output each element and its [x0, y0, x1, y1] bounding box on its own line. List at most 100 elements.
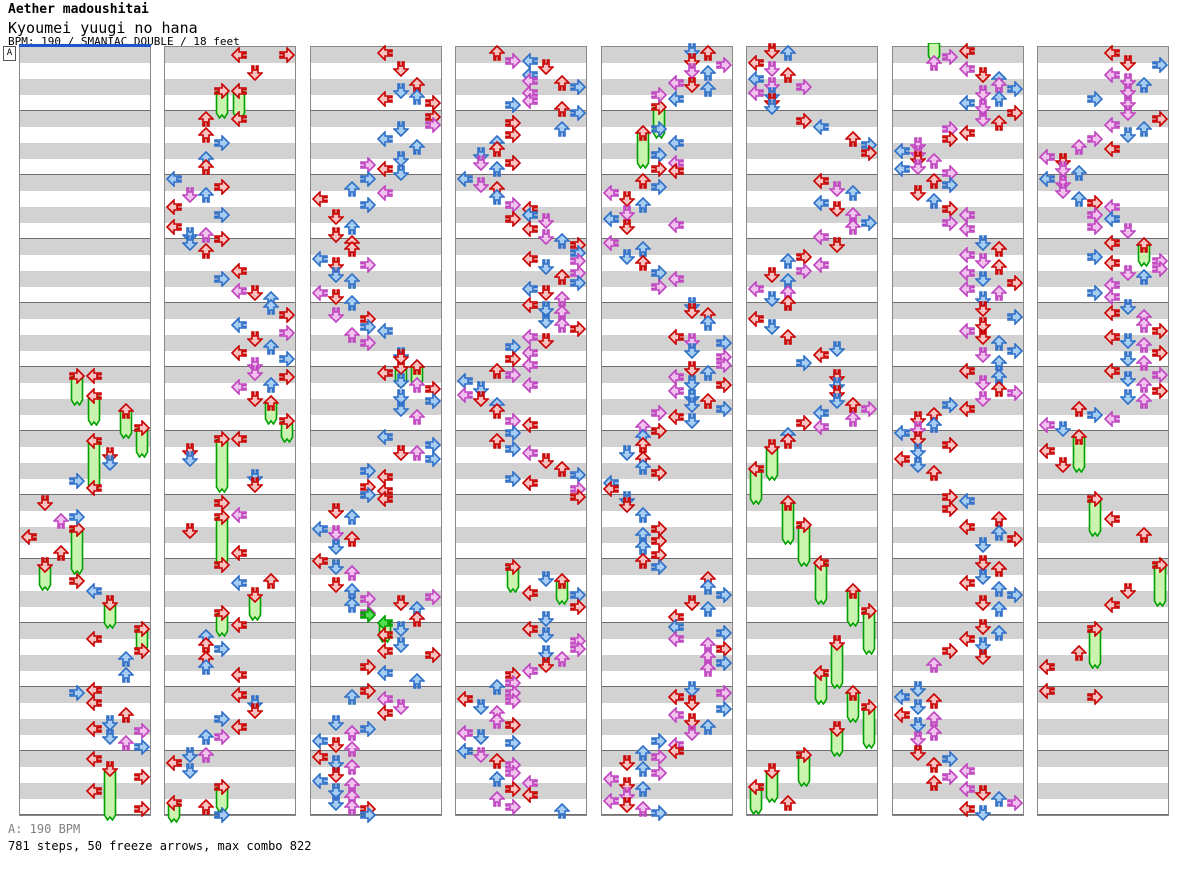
- arrow-down-icon: [328, 577, 344, 593]
- arrow-down-icon: [684, 681, 700, 697]
- arrow-right-icon: [134, 643, 150, 659]
- arrow-down-icon: [328, 767, 344, 783]
- arrow-right-icon: [134, 769, 150, 785]
- arrow-left-icon: [1104, 235, 1120, 251]
- arrow-up-icon: [489, 141, 505, 157]
- arrow-right-icon: [505, 765, 521, 781]
- arrow-right-icon: [1087, 621, 1103, 637]
- arrow-up-icon: [344, 219, 360, 235]
- arrow-left-icon: [1104, 411, 1120, 427]
- arrow-right-icon: [570, 275, 586, 291]
- arrow-up-icon: [554, 269, 570, 285]
- arrow-down-icon: [684, 375, 700, 391]
- arrow-left-icon: [748, 779, 764, 795]
- arrow-left-icon: [86, 751, 102, 767]
- arrow-up-icon: [635, 801, 651, 817]
- arrow-down-icon: [619, 191, 635, 207]
- arrow-right-icon: [1087, 91, 1103, 107]
- arrow-left-icon: [1104, 511, 1120, 527]
- arrow-up-icon: [344, 509, 360, 525]
- arrow-down-icon: [910, 731, 926, 747]
- arrow-left-icon: [231, 667, 247, 683]
- arrow-right-icon: [942, 751, 958, 767]
- arrow-left-icon: [668, 743, 684, 759]
- arrow-up-icon: [635, 255, 651, 271]
- arrow-left-icon: [457, 691, 473, 707]
- arrow-right-icon: [425, 95, 441, 111]
- arrow-right-icon: [134, 621, 150, 637]
- arrow-up-icon: [926, 725, 942, 741]
- arrow-up-icon: [1136, 269, 1152, 285]
- arrow-left-icon: [813, 419, 829, 435]
- arrow-right-icon: [651, 805, 667, 821]
- chart-title: Aether madoushitai: [8, 2, 149, 17]
- arrow-up-icon: [700, 661, 716, 677]
- arrow-up-icon: [118, 403, 134, 419]
- arrow-up-icon: [700, 579, 716, 595]
- arrow-up-icon: [198, 243, 214, 259]
- arrow-left-icon: [1039, 659, 1055, 675]
- stepchart-column-2: [164, 46, 296, 823]
- arrow-down-icon: [975, 235, 991, 251]
- arrow-up-icon: [780, 45, 796, 61]
- arrow-down-icon: [247, 391, 263, 407]
- arrow-left-icon: [522, 377, 538, 393]
- arrow-left-icon: [522, 445, 538, 461]
- arrow-right-icon: [214, 271, 230, 287]
- arrow-down-icon: [247, 703, 263, 719]
- arrow-right-icon: [505, 115, 521, 131]
- arrow-left-icon: [748, 461, 764, 477]
- arrow-right-icon: [651, 423, 667, 439]
- arrow-up-icon: [489, 771, 505, 787]
- arrow-up-icon: [53, 545, 69, 561]
- arrow-left-icon: [86, 583, 102, 599]
- arrow-up-icon: [198, 637, 214, 653]
- arrow-down-icon: [1055, 421, 1071, 437]
- freeze-body: [215, 613, 229, 637]
- arrow-down-icon: [393, 373, 409, 389]
- arrow-left-icon: [748, 311, 764, 327]
- arrow-down-icon: [975, 391, 991, 407]
- arrow-right-icon: [69, 573, 85, 589]
- arrow-up-icon: [635, 241, 651, 257]
- arrow-down-icon: [1120, 371, 1136, 387]
- arrow-right-icon: [360, 197, 376, 213]
- arrow-right-icon: [214, 495, 230, 511]
- arrow-left-icon: [748, 85, 764, 101]
- arrow-down-icon: [975, 67, 991, 83]
- arrow-left-icon: [231, 575, 247, 591]
- arrow-right-icon: [1007, 81, 1023, 97]
- arrow-left-icon: [166, 219, 182, 235]
- arrow-left-icon: [748, 281, 764, 297]
- arrow-left-icon: [522, 787, 538, 803]
- arrow-left-icon: [522, 475, 538, 491]
- arrow-right-icon: [360, 683, 376, 699]
- arrow-up-icon: [489, 791, 505, 807]
- arrow-right-icon: [505, 799, 521, 815]
- arrow-down-icon: [1120, 299, 1136, 315]
- arrow-right-icon: [651, 87, 667, 103]
- arrow-right-icon: [69, 521, 85, 537]
- arrow-up-icon: [1136, 317, 1152, 333]
- arrow-up-icon: [409, 359, 425, 375]
- freeze-body: [862, 611, 876, 655]
- arrow-down-icon: [393, 621, 409, 637]
- arrow-right-icon: [716, 685, 732, 701]
- freeze-body: [765, 771, 779, 803]
- arrow-up-icon: [118, 735, 134, 751]
- arrow-right-icon: [134, 420, 150, 436]
- arrow-right-icon: [425, 381, 441, 397]
- arrow-right-icon: [214, 179, 230, 195]
- arrow-up-icon: [409, 673, 425, 689]
- arrow-down-icon: [975, 569, 991, 585]
- arrow-left-icon: [312, 773, 328, 789]
- arrow-down-icon: [247, 65, 263, 81]
- arrow-right-icon: [360, 591, 376, 607]
- arrow-up-icon: [845, 583, 861, 599]
- arrow-down-icon: [538, 453, 554, 469]
- section-bpm-legend: A: 190 BPM: [8, 822, 81, 836]
- arrow-down-icon: [910, 185, 926, 201]
- arrow-down-icon: [910, 457, 926, 473]
- arrow-right-icon: [861, 145, 877, 161]
- arrow-right-icon: [214, 207, 230, 223]
